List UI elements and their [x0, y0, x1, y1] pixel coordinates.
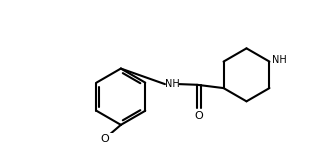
Text: NH: NH	[272, 55, 287, 65]
Text: O: O	[101, 134, 109, 144]
Text: NH: NH	[165, 79, 180, 89]
Text: O: O	[195, 111, 203, 121]
